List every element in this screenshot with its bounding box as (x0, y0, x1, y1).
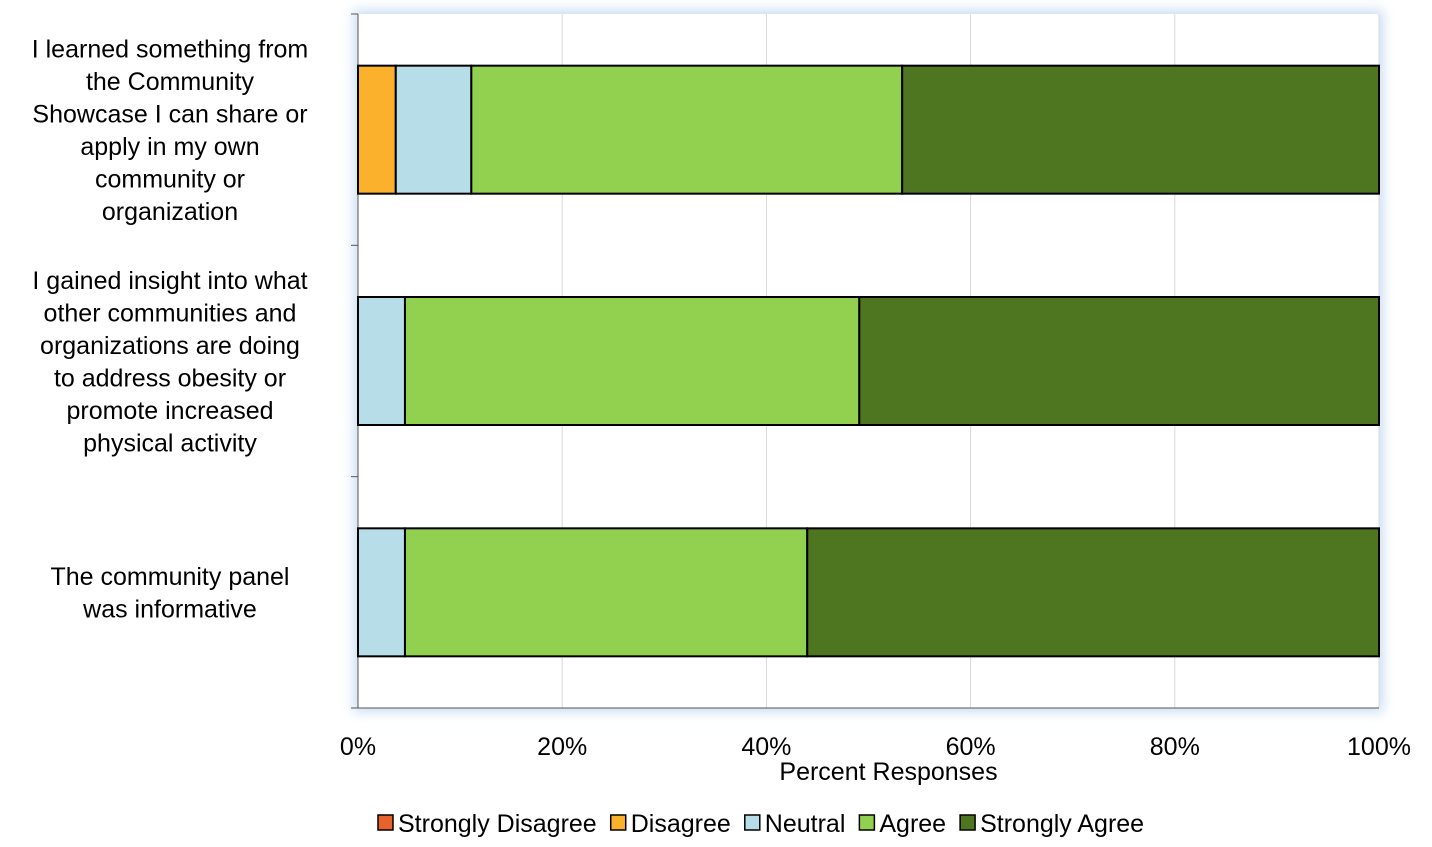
x-axis-title: Percent Responses (779, 758, 997, 786)
category-label: I gained insight into what other communit… (32, 267, 307, 458)
bar-neutral (357, 527, 406, 658)
legend-swatch (744, 814, 761, 831)
x-tick-label: 20% (537, 733, 587, 761)
x-tick-label: 80% (1150, 733, 1200, 761)
bar-disagree (357, 64, 397, 195)
bar-strongly-agree (858, 296, 1380, 426)
x-tick-label: 60% (946, 733, 996, 761)
legend-label: Agree (879, 810, 946, 838)
legend-swatch (858, 814, 876, 831)
bar-agree (403, 296, 861, 426)
bar-agree (470, 64, 904, 195)
bar-neutral (394, 64, 473, 195)
legend-label: Neutral (765, 810, 846, 838)
bar-strongly-agree (901, 64, 1380, 195)
legend-swatch (959, 814, 976, 831)
bar-strongly-agree (806, 527, 1380, 658)
x-tick-label: 40% (741, 733, 791, 761)
bar-agree (403, 527, 809, 658)
category-label: The community panel was informative (50, 563, 289, 624)
x-tick-label: 100% (1347, 733, 1411, 761)
legend-label: Strongly Agree (980, 810, 1144, 838)
category-label: I learned something from the Community Sho… (32, 35, 309, 226)
bar-neutral (357, 296, 406, 426)
legend: Strongly Disagree Disagree Neutral Agree Str… (377, 810, 1144, 838)
legend-label: Strongly Disagree (398, 810, 597, 838)
x-tick-label: 0% (340, 733, 376, 761)
legend-swatch (377, 814, 394, 831)
legend-swatch (609, 814, 627, 831)
legend-label: Disagree (631, 810, 731, 838)
